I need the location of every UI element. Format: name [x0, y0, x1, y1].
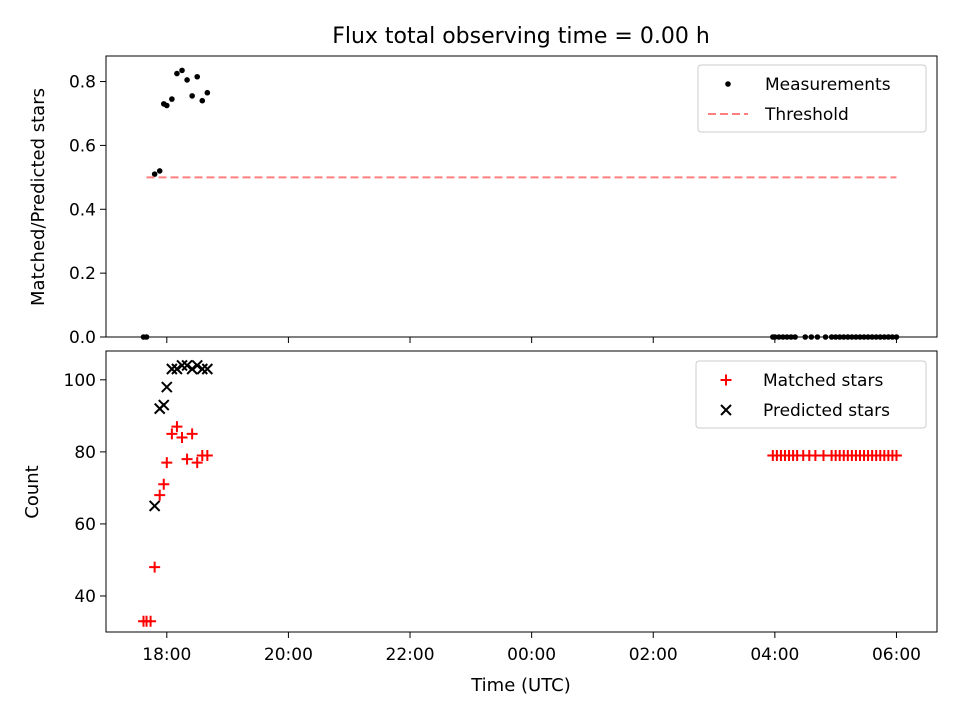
x-tick-label: 22:00	[386, 645, 435, 665]
legend-predicted-swatch	[720, 404, 732, 416]
predicted-star-point	[186, 363, 198, 375]
matched-star-point	[145, 615, 157, 627]
matched-star-point	[166, 428, 178, 440]
predicted-star-point	[196, 363, 208, 375]
matched-star-point	[890, 449, 902, 461]
measurement-point	[164, 102, 170, 109]
top-y-axis-label: Matched/Predicted stars	[28, 88, 49, 306]
measurement-point	[189, 93, 195, 99]
legend-matched-swatch	[720, 374, 732, 386]
bottom-plot-frame	[105, 350, 938, 633]
predicted-star-point	[201, 363, 214, 375]
predicted-star-point	[176, 359, 188, 372]
x-axis-label: Time (UTC)	[470, 675, 571, 696]
predicted-star-point	[161, 381, 173, 393]
legend-label: Predicted stars	[763, 401, 890, 421]
bottom-axis-ticks: 18:00 20:00 22:00 00:00 02:00 04:00 06:00 40 60 8…	[64, 371, 921, 665]
matched-star-point	[176, 431, 188, 443]
measurement-point	[194, 73, 201, 80]
measurement-point	[174, 70, 180, 77]
y-tick-label: 0.8	[69, 73, 96, 93]
y-tick-label: 0.0	[69, 328, 96, 348]
bottom-plot-marks	[137, 359, 902, 627]
predicted-star-point	[148, 500, 161, 512]
matched-star-point	[171, 421, 183, 433]
x-tick-label: 20:00	[264, 645, 313, 665]
predicted-star-point	[166, 363, 178, 375]
chart-title: Flux total observing time = 0.00 h	[332, 24, 710, 49]
matched-star-point	[191, 457, 203, 469]
y-tick-label: 0.6	[69, 136, 96, 156]
x-tick-label: 04:00	[750, 645, 799, 665]
measurement-point	[169, 96, 175, 102]
matched-star-point	[149, 561, 161, 573]
measurement-point	[156, 168, 163, 174]
x-tick-label: 06:00	[872, 645, 921, 665]
measurement-point	[204, 89, 211, 96]
legend-label: Matched stars	[763, 371, 883, 391]
top-legend: Measurements Threshold	[697, 64, 927, 133]
y-tick-label: 40	[74, 587, 96, 607]
y-tick-label: 0.4	[69, 200, 96, 220]
legend-measurement-swatch	[725, 81, 731, 87]
matched-star-point	[158, 478, 170, 490]
y-tick-label: 60	[74, 515, 96, 535]
bottom-panel: 18:00 20:00 22:00 00:00 02:00 04:00 06:00 40 60 8…	[22, 350, 938, 696]
predicted-star-point	[158, 399, 170, 411]
y-tick-label: 100	[64, 371, 96, 391]
measurement-point	[199, 97, 206, 104]
y-tick-label: 0.2	[69, 264, 96, 284]
matched-star-point	[186, 428, 198, 440]
bottom-y-axis-label: Count	[22, 465, 43, 518]
legend-label: Measurements	[765, 75, 891, 95]
matched-star-point	[201, 449, 213, 461]
legend-frame	[697, 64, 927, 133]
top-panel: 0.00.20.40.60.8 Matched/Predicted stars …	[28, 55, 938, 348]
matched-star-point	[181, 453, 193, 465]
predicted-star-point	[181, 359, 193, 372]
measurement-point	[151, 171, 158, 177]
top-axis-ticks: 0.0 0.2 0.4 0.6 0.8	[69, 73, 897, 348]
predicted-star-point	[191, 359, 203, 372]
x-tick-label: 00:00	[507, 645, 556, 665]
matched-star-point	[161, 457, 173, 469]
predicted-star-point	[171, 363, 183, 375]
y-tick-label: 80	[74, 443, 96, 463]
matched-star-point	[154, 489, 166, 501]
legend-frame	[695, 360, 927, 429]
bottom-legend: Matched stars Predicted stars	[695, 360, 927, 429]
top-plot-frame	[105, 55, 938, 338]
measurement-point	[179, 67, 185, 74]
legend-label: Threshold	[764, 105, 849, 125]
x-tick-label: 02:00	[629, 645, 678, 665]
measurement-point	[184, 77, 190, 83]
x-tick-label: 18:00	[142, 645, 191, 665]
